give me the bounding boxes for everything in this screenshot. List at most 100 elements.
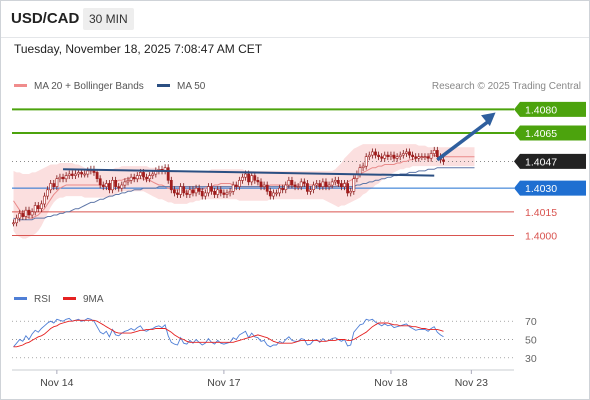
candle	[401, 150, 405, 159]
candle	[49, 179, 53, 194]
candle	[309, 186, 312, 195]
candle-body-up	[55, 178, 59, 187]
ma50-swatch-icon	[157, 83, 170, 87]
candle-body-down	[256, 180, 260, 183]
symbol-title: USD/CAD	[11, 10, 80, 27]
candle-body-up	[12, 222, 15, 225]
candle-body-up	[123, 181, 127, 186]
timeframe-badge[interactable]: 30 MIN	[83, 8, 134, 30]
candle-body-up	[278, 187, 282, 194]
candle	[398, 151, 402, 161]
price-tag-bg	[514, 153, 586, 169]
candle	[95, 168, 99, 183]
candle	[216, 186, 220, 198]
x-tick-label: Nov 18	[374, 377, 407, 389]
candle-body-up	[327, 184, 331, 187]
candle-body-up	[333, 180, 337, 183]
bollinger-bands	[13, 144, 475, 239]
candle	[151, 170, 155, 180]
candle-body-down	[247, 173, 251, 183]
candle-body-up	[312, 184, 316, 190]
candle	[429, 150, 433, 162]
candle	[74, 170, 77, 180]
candle	[43, 192, 46, 208]
candle-body-down	[52, 183, 56, 188]
price-label-resistance: 1.4080	[514, 101, 586, 117]
candle	[231, 181, 235, 195]
candle	[194, 184, 198, 197]
candle	[61, 173, 65, 183]
candle-body-down	[336, 180, 340, 184]
candle-body-up	[241, 176, 244, 181]
candle-body-up	[287, 180, 291, 186]
candle-body-up	[188, 189, 192, 195]
candle	[117, 183, 121, 192]
candle	[404, 148, 408, 157]
legend-ma20: MA 20 + Bollinger Bands	[14, 81, 144, 92]
candle	[333, 176, 337, 186]
price-tag-text: 1.4015	[525, 207, 557, 219]
candle-body-down	[219, 189, 223, 194]
price-label-support: 1.4000	[525, 230, 557, 242]
candle-body-up	[148, 175, 152, 180]
candle	[411, 151, 415, 161]
price-tag-text: 1.4065	[525, 128, 557, 140]
projection-arrow-head	[481, 112, 496, 127]
candle-body-up	[296, 186, 300, 188]
candle	[188, 186, 192, 198]
candle-body-up	[349, 191, 353, 194]
candle	[18, 209, 22, 222]
projection-arrow-shaft	[436, 119, 491, 162]
candle	[132, 173, 136, 183]
candle	[129, 173, 133, 184]
candle	[241, 173, 244, 184]
candle-body-down	[70, 173, 74, 176]
candle-body-up	[401, 153, 405, 156]
candle	[197, 184, 201, 195]
candle	[370, 148, 374, 159]
trendline-and-arrow	[63, 112, 496, 177]
candle	[265, 181, 269, 195]
candle-body-up	[284, 184, 288, 190]
candle	[302, 178, 306, 187]
candle	[213, 187, 217, 198]
candle-body-up	[83, 173, 87, 176]
price-label-pivot: 1.4030	[514, 180, 586, 196]
candle-body-down	[339, 183, 343, 188]
candle-body-down	[101, 184, 105, 187]
candle	[83, 170, 87, 178]
candle	[262, 181, 266, 191]
candle	[200, 187, 204, 200]
candle	[33, 202, 37, 216]
price-labels: 1.4080 1.4065 1.4047 1.4030 1.4015 1.4000	[514, 101, 586, 242]
candle-body-up	[216, 189, 220, 195]
candle-body-up	[135, 175, 139, 180]
candle-body-up	[111, 180, 114, 191]
x-tick-label: Nov 14	[40, 377, 73, 389]
trendline	[63, 168, 435, 177]
candle	[21, 209, 25, 221]
candle	[185, 189, 189, 198]
candle	[417, 153, 421, 162]
candle	[442, 156, 445, 165]
candle	[207, 183, 210, 197]
candle	[173, 186, 176, 197]
candle	[392, 151, 396, 162]
candle	[256, 176, 260, 186]
candle-body-up	[30, 211, 34, 216]
candle-body-down	[377, 154, 381, 158]
candle	[67, 170, 71, 180]
rsi-panel: 70 50 30	[12, 316, 537, 365]
price-tag-bg	[514, 101, 586, 117]
candle-body-down	[132, 176, 136, 180]
candle	[324, 178, 328, 191]
candle-body-down	[386, 154, 390, 158]
candle	[15, 214, 19, 227]
chart-datetime: Tuesday, November 18, 2025 7:08:47 AM CE…	[14, 42, 263, 56]
candle	[386, 151, 390, 161]
rsi-tick-label: 50	[525, 335, 537, 347]
rsi-swatch-icon	[14, 296, 27, 300]
candle-body-down	[176, 192, 179, 195]
candle-body-down	[253, 175, 257, 181]
